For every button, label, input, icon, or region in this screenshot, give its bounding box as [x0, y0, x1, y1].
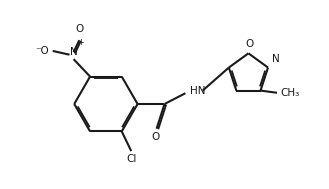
- Text: +: +: [77, 38, 84, 47]
- Text: N: N: [272, 54, 280, 64]
- Text: Cl: Cl: [127, 154, 137, 164]
- Text: O: O: [152, 132, 160, 142]
- Text: O: O: [245, 39, 253, 49]
- Text: CH₃: CH₃: [280, 88, 299, 98]
- Text: ⁻O: ⁻O: [35, 46, 49, 56]
- Text: O: O: [75, 24, 84, 34]
- Text: N: N: [70, 47, 77, 57]
- Text: HN: HN: [190, 86, 206, 96]
